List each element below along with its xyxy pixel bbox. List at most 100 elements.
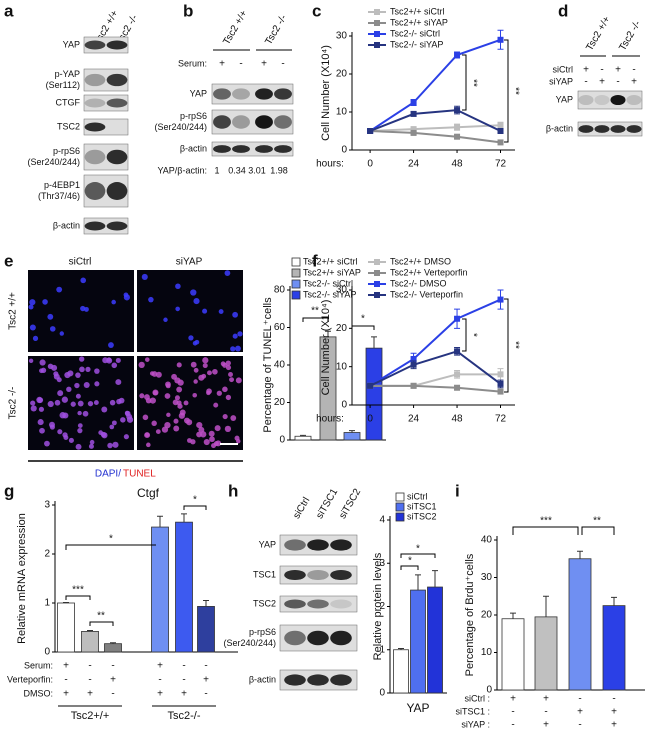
table-cell: + [203, 675, 209, 686]
annotation: ** [467, 79, 478, 87]
y-tick-label: 30 [481, 572, 493, 583]
bar [393, 649, 409, 694]
line [370, 124, 501, 132]
cell-nucleus [222, 386, 228, 393]
cell-nucleus [190, 289, 197, 296]
legend-label: Tsc2+/+ siYAP [303, 267, 361, 277]
cell-nucleus [108, 342, 114, 348]
treatment-cell: + [219, 59, 225, 70]
table-label: DMSO: [23, 688, 53, 698]
marker [454, 52, 461, 58]
cell-nucleus [42, 299, 48, 305]
cell-nucleus [201, 373, 207, 379]
line [370, 130, 501, 144]
blot-band [274, 115, 292, 129]
bar [151, 526, 169, 653]
x-tick-label: 24 [408, 414, 420, 425]
cell-nucleus [202, 363, 208, 369]
table-cell: - [182, 675, 185, 686]
blot-band [255, 88, 273, 100]
blot-band [330, 674, 352, 686]
y-tick-label: 2 [379, 601, 385, 612]
cell-nucleus [61, 396, 69, 403]
cell-nucleus [63, 434, 69, 440]
marker [410, 126, 417, 133]
error-bar [510, 612, 516, 619]
y-tick-label: 0 [44, 647, 50, 658]
line [369, 38, 501, 132]
x-axis-label: hours: [316, 159, 344, 170]
treatment-cell: - [632, 65, 635, 76]
row-label: (Thr37/46) [38, 191, 80, 201]
significance-bracket [581, 526, 615, 535]
table-cell: - [204, 661, 207, 672]
cell-nucleus [144, 432, 151, 439]
cell-nucleus [224, 425, 232, 432]
cell-nucleus [118, 397, 125, 404]
row-label: YAP [63, 39, 80, 49]
cell-nucleus [230, 415, 237, 421]
panel-letter: d [558, 1, 568, 20]
bar [427, 586, 443, 694]
legend-marker [374, 42, 380, 48]
legend-label: Tsc2-/- siYAP [390, 39, 443, 49]
cell-nucleus [44, 440, 50, 447]
blot-band [284, 630, 306, 646]
cell-nucleus [101, 432, 108, 439]
legend-marker [374, 9, 380, 15]
error-bar [543, 595, 549, 617]
legend-swatch [291, 257, 301, 267]
cell-nucleus [206, 388, 212, 395]
cell-nucleus [155, 429, 161, 435]
cell-nucleus [75, 443, 82, 450]
cell-nucleus [220, 361, 226, 367]
cell-nucleus [139, 393, 145, 399]
chart-title: Ctgf [137, 486, 160, 500]
cell-nucleus [89, 439, 95, 445]
legend-label: Tsc2-/- siCtrl [303, 278, 353, 288]
significance-bracket [512, 526, 579, 535]
blot-band [213, 145, 231, 153]
cell-nucleus [212, 368, 218, 375]
ratio-value: 0.34 [228, 165, 246, 175]
significance-bracket [462, 54, 467, 111]
blot-band [307, 539, 329, 551]
y-tick-label: 1 [379, 644, 385, 655]
legend-label: Tsc2+/+ DMSO [390, 256, 451, 266]
annotation: ** [311, 306, 319, 317]
column-header: Tsc2 +/+ [221, 8, 250, 46]
y-tick-label: 0 [341, 400, 347, 411]
panel-letter: g [4, 481, 14, 500]
treatment-label: siYAP [549, 76, 573, 86]
table-cell: - [158, 675, 161, 686]
legend-marker [374, 259, 380, 265]
cell-nucleus [87, 400, 94, 407]
cell-nucleus [77, 428, 83, 434]
cell-nucleus [193, 367, 199, 373]
row-label: (Ser240/244) [27, 157, 80, 167]
y-axis-label: Cell Number (X10⁴) [320, 300, 332, 396]
annotation: * [193, 495, 197, 506]
annotation: * [408, 556, 412, 567]
cell-nucleus [146, 442, 151, 448]
row-label: TSC2 [253, 598, 276, 608]
annotation: ** [593, 516, 601, 527]
micrograph-column: siCtrl [69, 257, 92, 268]
legend-swatch [291, 279, 301, 289]
cell-nucleus [124, 410, 131, 417]
marker [454, 315, 461, 322]
cell-nucleus [57, 429, 63, 435]
significance-bracket [400, 553, 436, 558]
cell-nucleus [218, 309, 224, 315]
table-cell: + [157, 661, 163, 672]
table-cell: - [111, 661, 114, 672]
ratio-value: 1.98 [270, 165, 288, 175]
cell-nucleus [112, 441, 119, 448]
error-bar [87, 629, 93, 632]
panel-letter: a [4, 1, 14, 20]
error-bar [349, 430, 355, 433]
legend-label: Tsc2+/+ siYAP [390, 17, 448, 27]
row-label: β-actin [53, 220, 80, 230]
treatment-label: Serum: [178, 58, 207, 68]
cell-nucleus [28, 304, 34, 310]
